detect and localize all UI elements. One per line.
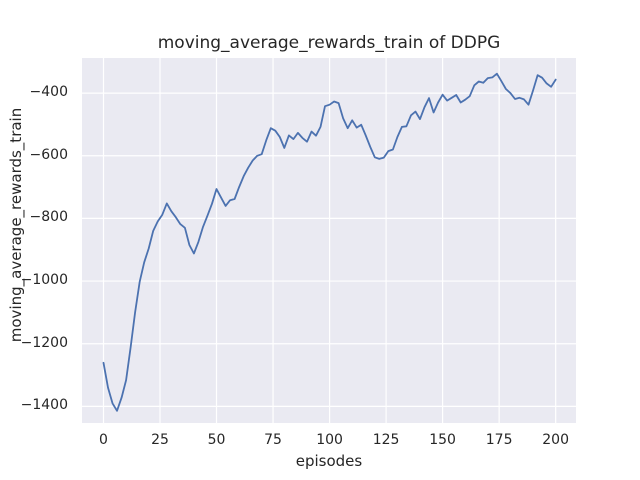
chart-title: moving_average_rewards_train of DDPG (157, 33, 501, 53)
x-tick-label: 150 (429, 432, 456, 448)
x-tick-label: 50 (207, 432, 226, 448)
y-tick-label: −1400 (20, 397, 68, 414)
x-axis-label: episodes (295, 452, 363, 470)
y-tick-label: −800 (29, 209, 68, 226)
x-tick-label: 125 (372, 432, 400, 448)
chart-canvas (82, 58, 576, 423)
x-tick-label: 200 (542, 432, 570, 448)
x-tick-label: 0 (99, 432, 108, 448)
y-tick-label: −1200 (20, 334, 68, 351)
y-tick-label: −600 (29, 146, 68, 163)
x-tick-label: 100 (316, 432, 343, 448)
y-tick-label: −1000 (20, 272, 68, 289)
x-tick-label: 175 (485, 432, 513, 448)
series-line (102, 72, 557, 412)
plot-area (82, 58, 576, 423)
x-tick-label: 25 (151, 432, 169, 448)
y-tick-label: −400 (29, 84, 68, 101)
x-tick-label: 75 (264, 432, 282, 448)
